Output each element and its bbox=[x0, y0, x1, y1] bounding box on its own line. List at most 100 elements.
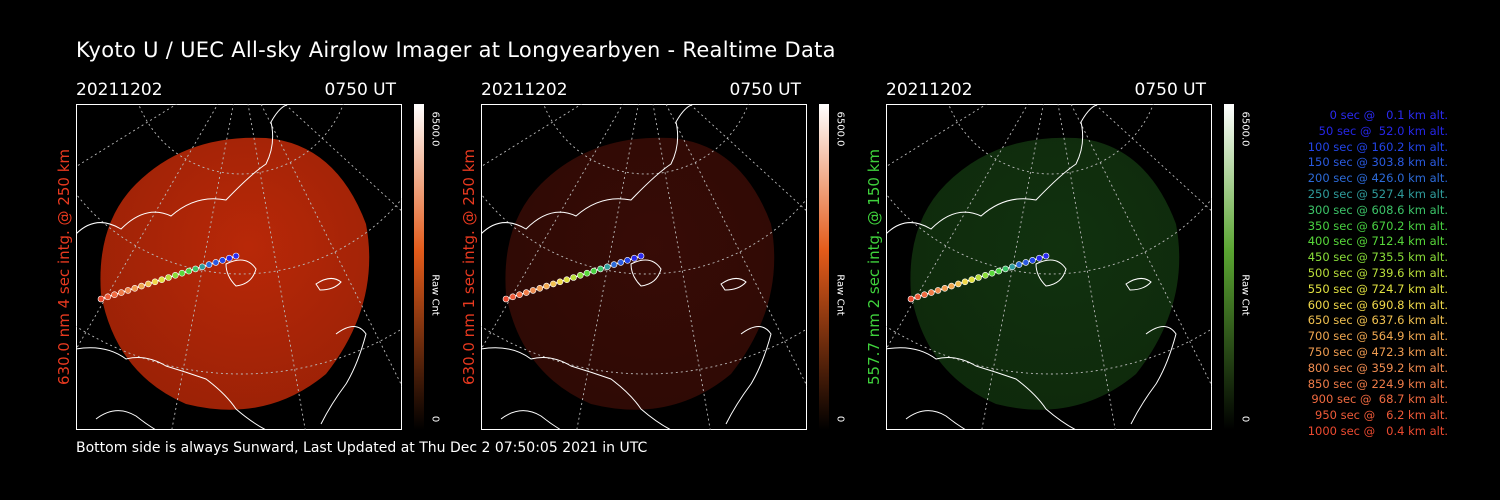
track-point bbox=[1009, 263, 1016, 271]
all-sky-image bbox=[76, 104, 402, 430]
track-point bbox=[522, 289, 530, 296]
track-point bbox=[219, 257, 226, 264]
colorbar-max: 6500.0 bbox=[429, 111, 441, 147]
colorbar bbox=[819, 104, 829, 430]
track-point bbox=[1029, 257, 1036, 264]
track-point bbox=[1036, 254, 1043, 262]
track-point bbox=[631, 254, 638, 262]
track-point bbox=[178, 269, 186, 277]
track-point bbox=[1015, 261, 1023, 268]
track-point bbox=[914, 293, 922, 301]
legend-entry: 0 sec @ 0.1 km alt. bbox=[1329, 108, 1448, 122]
image-panel: 20211202 0750 UT 557.7 nm 2 sec intg. @ … bbox=[865, 80, 1266, 430]
legend-entry: 400 sec @ 712.4 km alt. bbox=[1307, 234, 1448, 249]
track-point bbox=[982, 272, 989, 279]
legend-entry: 500 sec @ 739.6 km alt. bbox=[1307, 265, 1448, 280]
track-point bbox=[637, 252, 645, 260]
track-point bbox=[97, 295, 105, 303]
footer-note: Bottom side is always Sunward, Last Upda… bbox=[76, 440, 648, 456]
legend-entry: 650 sec @ 637.6 km alt. bbox=[1307, 313, 1448, 328]
colorbar-label: Raw Cnt bbox=[429, 274, 441, 316]
track-point bbox=[563, 276, 571, 283]
track-point bbox=[158, 276, 166, 283]
side-label-text: 557.7 nm 2 sec intg. @ 150 km bbox=[865, 148, 883, 386]
track-point bbox=[577, 272, 584, 279]
legend-entry: 700 sec @ 564.9 km alt. bbox=[1307, 329, 1448, 344]
legend-entry: 150 sec @ 303.8 km alt. bbox=[1307, 155, 1448, 170]
track-point bbox=[131, 285, 139, 292]
track-point bbox=[185, 267, 193, 275]
track-point bbox=[145, 280, 152, 288]
legend-entry: 800 sec @ 359.2 km alt. bbox=[1307, 360, 1448, 375]
track-point bbox=[1022, 259, 1030, 266]
panel-date: 20211202 bbox=[481, 80, 568, 100]
legend-entry: 600 sec @ 690.8 km alt. bbox=[1307, 297, 1448, 312]
track-point bbox=[516, 291, 523, 298]
legend-entry: 300 sec @ 608.6 km alt. bbox=[1307, 202, 1448, 217]
track-point bbox=[192, 265, 199, 273]
track-point bbox=[921, 291, 928, 298]
legend-entry: 100 sec @ 160.2 km alt. bbox=[1307, 139, 1448, 154]
track-point bbox=[955, 280, 962, 288]
track-point bbox=[502, 295, 510, 303]
legend-entry: 200 sec @ 426.0 km alt. bbox=[1307, 171, 1448, 186]
track-point bbox=[111, 291, 118, 298]
track-point bbox=[907, 295, 915, 303]
track-point bbox=[610, 261, 618, 268]
track-point bbox=[543, 282, 550, 290]
legend-entry: 50 sec @ 52.0 km alt. bbox=[1318, 123, 1448, 138]
image-panel: 20211202 0750 UT 630.0 nm 1 sec intg. @ … bbox=[460, 80, 861, 430]
track-point bbox=[226, 254, 233, 262]
colorbar-label: Raw Cnt bbox=[834, 274, 846, 316]
track-point bbox=[212, 259, 220, 266]
track-point bbox=[934, 287, 942, 294]
legend-entry: 950 sec @ 6.2 km alt. bbox=[1315, 408, 1448, 423]
track-point bbox=[948, 282, 955, 290]
track-point bbox=[968, 276, 976, 283]
track-point bbox=[570, 274, 577, 281]
colorbar bbox=[414, 104, 424, 430]
colorbar-min: 0 bbox=[834, 415, 846, 423]
track-point bbox=[205, 261, 213, 268]
track-point bbox=[1002, 265, 1009, 273]
panel-time: 0750 UT bbox=[729, 80, 802, 100]
legend-entry: 750 sec @ 472.3 km alt. bbox=[1307, 344, 1448, 359]
track-point bbox=[995, 267, 1003, 275]
side-label-text: 630.0 nm 4 sec intg. @ 250 km bbox=[55, 148, 73, 386]
track-point bbox=[529, 287, 537, 294]
track-point bbox=[172, 272, 179, 279]
track-point bbox=[624, 257, 631, 264]
track-point bbox=[961, 278, 969, 286]
panel-date: 20211202 bbox=[76, 80, 163, 100]
satellite-track bbox=[97, 252, 240, 303]
colorbar-max: 6500.0 bbox=[1239, 111, 1251, 147]
track-point bbox=[988, 269, 996, 277]
image-panel: 20211202 0750 UT 630.0 nm 4 sec intg. @ … bbox=[55, 80, 456, 430]
track-point bbox=[617, 259, 625, 266]
panel-time: 0750 UT bbox=[1134, 80, 1207, 100]
track-point bbox=[138, 282, 145, 290]
colorbar-min: 0 bbox=[1239, 415, 1251, 423]
panel-side-label: 557.7 nm 2 sec intg. @ 150 km bbox=[864, 104, 884, 430]
colorbar bbox=[1224, 104, 1234, 430]
track-point bbox=[536, 285, 544, 292]
legend-entry: 350 sec @ 670.2 km alt. bbox=[1307, 218, 1448, 233]
colorbar-label: Raw Cnt bbox=[1239, 274, 1251, 316]
track-point bbox=[556, 278, 564, 286]
legend-entry: 450 sec @ 735.5 km alt. bbox=[1307, 250, 1448, 265]
track-point bbox=[165, 274, 172, 281]
track-point bbox=[124, 287, 132, 294]
all-sky-image bbox=[886, 104, 1212, 430]
panel-time: 0750 UT bbox=[324, 80, 397, 100]
panel-date: 20211202 bbox=[886, 80, 973, 100]
colorbar-min: 0 bbox=[429, 415, 441, 423]
track-point bbox=[232, 252, 240, 260]
track-point bbox=[117, 289, 125, 296]
satellite-track bbox=[502, 252, 645, 303]
legend-entry: 250 sec @ 527.4 km alt. bbox=[1307, 186, 1448, 201]
panel-side-label: 630.0 nm 1 sec intg. @ 250 km bbox=[459, 104, 479, 430]
panel-side-label: 630.0 nm 4 sec intg. @ 250 km bbox=[54, 104, 74, 430]
track-point bbox=[597, 265, 604, 273]
track-point bbox=[975, 274, 982, 281]
legend-entry: 900 sec @ 68.7 km alt. bbox=[1311, 392, 1448, 407]
